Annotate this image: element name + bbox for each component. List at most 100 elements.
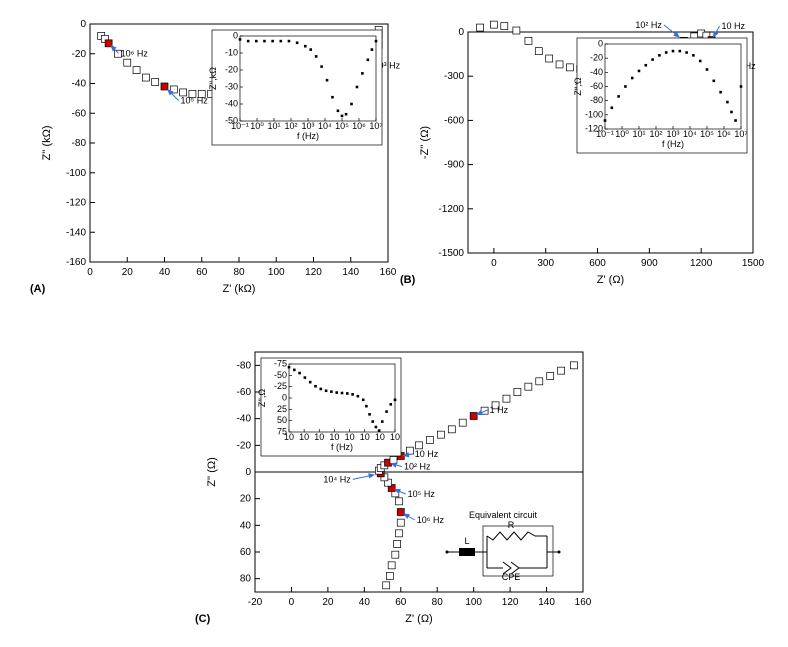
inset-point xyxy=(309,381,312,384)
svg-text:Z' (kΩ): Z' (kΩ) xyxy=(223,283,256,295)
svg-text:25: 25 xyxy=(277,404,287,414)
data-point xyxy=(536,378,543,385)
svg-text:1200: 1200 xyxy=(690,258,713,269)
inset-point xyxy=(740,85,743,88)
svg-text:10: 10 xyxy=(375,432,385,442)
svg-text:10⁰: 10⁰ xyxy=(615,129,629,139)
inset-point xyxy=(314,385,317,388)
inset-point xyxy=(371,420,374,423)
inset-point xyxy=(255,40,258,43)
svg-text:40: 40 xyxy=(159,267,171,278)
svg-text:10¹: 10¹ xyxy=(267,121,280,131)
inset-point xyxy=(631,77,634,80)
svg-text:10: 10 xyxy=(314,432,324,442)
data-point xyxy=(437,431,444,438)
inset-B: 0-20-40-60-80-100-12010⁻¹10⁰10¹10²10³10⁴… xyxy=(573,38,748,153)
svg-text:20: 20 xyxy=(122,267,134,278)
inset-A: 0-10-20-30-40-5010⁻¹10⁰10¹10²10³10⁴10⁵10… xyxy=(208,30,383,145)
inset-point xyxy=(298,372,301,375)
figure-canvas: 0204060801001201401600-20-40-60-80-100-1… xyxy=(0,0,788,642)
svg-text:Z'' (kΩ): Z'' (kΩ) xyxy=(41,125,53,160)
data-point xyxy=(566,64,573,71)
svg-text:(A): (A) xyxy=(30,283,46,295)
svg-text:-Z'' (Ω): -Z'' (Ω) xyxy=(419,126,431,159)
inset-point xyxy=(617,95,620,98)
svg-text:f (Hz): f (Hz) xyxy=(331,442,353,452)
svg-text:-160: -160 xyxy=(66,257,86,268)
data-point xyxy=(133,67,140,74)
inset-point xyxy=(362,399,365,402)
svg-text:-60: -60 xyxy=(72,108,87,119)
panel-B: 0300600900120015000-300-600-900-1200-150… xyxy=(400,20,765,286)
inset-point xyxy=(672,50,675,53)
svg-text:10³: 10³ xyxy=(301,121,314,131)
inset-point xyxy=(611,106,614,109)
data-point xyxy=(535,48,542,55)
inset-point xyxy=(247,40,250,43)
inset-point xyxy=(713,80,716,83)
inset-point xyxy=(719,91,722,94)
svg-text:10¹: 10¹ xyxy=(632,129,645,139)
svg-text:-40: -40 xyxy=(72,79,87,90)
svg-text:10⁴: 10⁴ xyxy=(683,129,697,139)
inset-point xyxy=(325,389,328,392)
svg-text:10 Hz: 10 Hz xyxy=(415,449,439,459)
svg-text:Z'',Ω: Z'',Ω xyxy=(573,77,583,95)
inset-point xyxy=(280,40,283,43)
data-point xyxy=(395,530,402,537)
svg-text:140: 140 xyxy=(342,267,359,278)
svg-text:-40: -40 xyxy=(590,67,603,77)
svg-text:-140: -140 xyxy=(66,227,86,238)
inset-point xyxy=(320,65,323,68)
svg-text:1500: 1500 xyxy=(742,258,765,269)
svg-text:140: 140 xyxy=(538,597,555,608)
svg-text:20: 20 xyxy=(240,494,252,505)
svg-text:10⁵: 10⁵ xyxy=(700,129,714,139)
svg-text:10⁶: 10⁶ xyxy=(352,121,366,131)
inset-point xyxy=(341,392,344,395)
svg-text:60: 60 xyxy=(240,547,252,558)
svg-text:160: 160 xyxy=(575,597,592,608)
inset-point xyxy=(604,119,607,122)
svg-text:Z' (Ω): Z' (Ω) xyxy=(597,274,624,286)
svg-text:10 Hz: 10 Hz xyxy=(722,21,746,31)
svg-text:100: 100 xyxy=(465,597,482,608)
svg-text:120: 120 xyxy=(305,267,322,278)
data-point xyxy=(501,23,508,30)
svg-text:40: 40 xyxy=(240,520,252,531)
inset-point xyxy=(367,59,370,62)
inset-point xyxy=(341,115,344,118)
data-point xyxy=(395,498,402,505)
data-point xyxy=(546,55,553,62)
data-point xyxy=(426,437,433,444)
svg-text:1 Hz: 1 Hz xyxy=(490,405,509,415)
inset-point xyxy=(356,86,359,89)
inset-point xyxy=(304,45,307,48)
data-point xyxy=(161,83,168,90)
inset-point xyxy=(726,101,729,104)
data-point xyxy=(525,383,532,390)
inset-point xyxy=(365,405,368,408)
svg-text:0: 0 xyxy=(282,393,287,403)
inset-point xyxy=(304,376,307,379)
svg-text:-80: -80 xyxy=(590,95,603,105)
inset-point xyxy=(665,51,668,54)
inset-point xyxy=(706,68,709,71)
svg-text:10⁷: 10⁷ xyxy=(369,121,382,131)
svg-text:10: 10 xyxy=(284,432,294,442)
svg-text:L: L xyxy=(464,536,469,546)
svg-text:0: 0 xyxy=(80,19,86,30)
svg-text:(C): (C) xyxy=(195,613,211,625)
svg-text:-50: -50 xyxy=(274,370,287,380)
data-point xyxy=(490,21,497,28)
svg-text:-20: -20 xyxy=(237,440,252,451)
panel-A: 0204060801001201401600-20-40-60-80-100-1… xyxy=(30,19,401,295)
svg-text:-60: -60 xyxy=(237,387,252,398)
svg-text:80: 80 xyxy=(233,267,245,278)
svg-text:10: 10 xyxy=(345,432,355,442)
svg-text:Z' (Ω): Z' (Ω) xyxy=(405,613,432,625)
svg-text:10⁶ Hz: 10⁶ Hz xyxy=(417,515,445,525)
svg-text:-40: -40 xyxy=(225,99,238,109)
svg-text:-20: -20 xyxy=(72,49,87,60)
inset-point xyxy=(288,366,291,369)
